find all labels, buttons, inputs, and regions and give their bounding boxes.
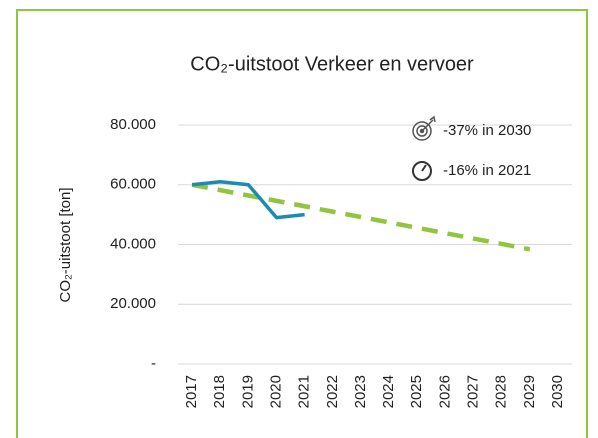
- chart-border: [16, 9, 588, 438]
- x-tick-label: 2019: [239, 375, 256, 408]
- y-tick-label: 40.000: [110, 235, 156, 252]
- chart-title: CO₂-uitstoot Verkeer en vervoer: [190, 53, 474, 75]
- annotation: -37% in 2030: [443, 122, 531, 139]
- x-tick-label: 2029: [521, 375, 538, 408]
- x-tick-label: 2030: [549, 375, 566, 408]
- series-line: [191, 180, 305, 220]
- y-tick-label: 60.000: [110, 176, 156, 193]
- annotation: -16% in 2021: [443, 162, 531, 179]
- x-tick-label: 2022: [324, 375, 341, 408]
- x-tick-label: 2020: [267, 375, 284, 408]
- x-tick-label: 2023: [352, 375, 369, 408]
- x-tick-label: 2021: [296, 375, 313, 408]
- x-tick-label: 2026: [436, 375, 453, 408]
- x-tick-label: 2024: [380, 375, 397, 408]
- target-icon: [412, 115, 436, 141]
- x-tick-label: 2025: [408, 375, 425, 408]
- x-tick-label: 2018: [211, 375, 228, 408]
- gauge-icon: [412, 161, 432, 181]
- y-tick-label: 20.000: [110, 295, 156, 312]
- x-tick-label: 2017: [183, 375, 200, 408]
- y-tick-label: -: [151, 355, 156, 372]
- x-tick-label: 2027: [464, 375, 481, 408]
- y-tick-label: 80.000: [110, 116, 156, 133]
- series-line: [191, 182, 531, 252]
- x-tick-label: 2028: [493, 375, 510, 408]
- y-axis-label: CO₂-uitstoot [ton]: [57, 187, 74, 302]
